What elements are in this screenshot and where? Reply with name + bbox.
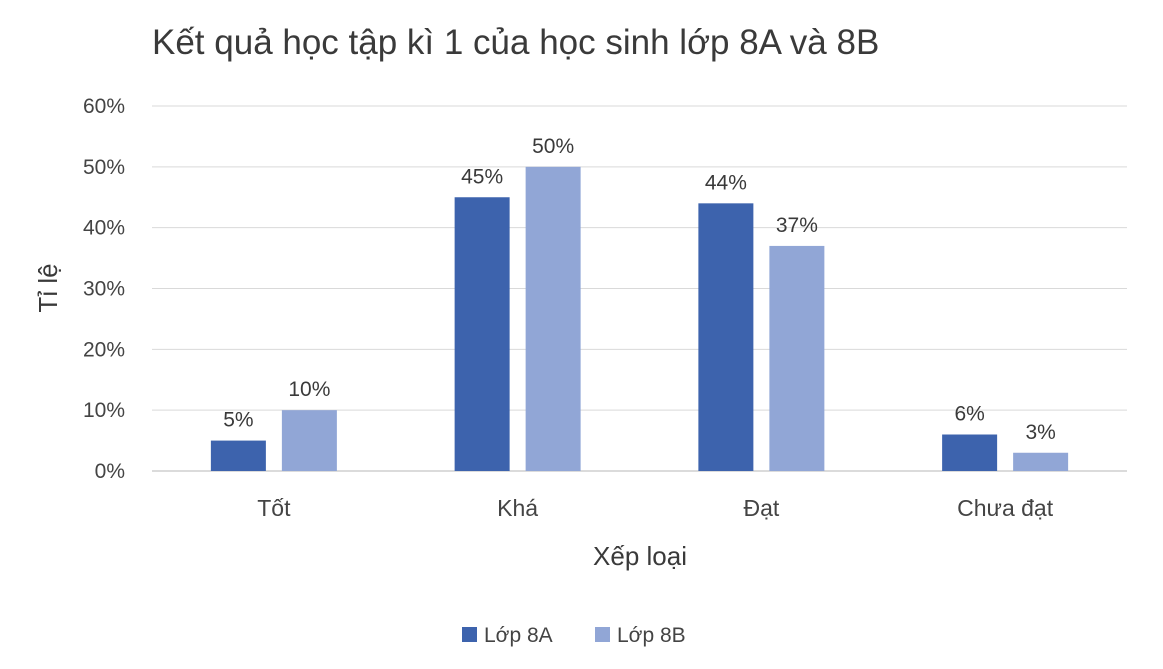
y-axis-title: Tỉ lệ [33,263,63,312]
data-label: 44% [705,171,747,194]
data-label: 5% [223,409,253,432]
legend: Lớp 8A Lớp 8B [462,624,686,647]
bar-lop-8b [769,245,825,471]
bar-lop-8a [942,434,998,471]
legend-label: Lớp 8B [617,624,686,647]
bar-lop-8b [281,410,337,471]
legend-swatch [462,627,477,642]
data-label: 50% [532,135,574,158]
y-axis-ticks: 0% 10% 20% 30% 40% 50% 60% [83,95,125,483]
y-tick-label: 20% [83,338,125,361]
y-tick-label: 40% [83,217,125,240]
legend-label: Lớp 8A [484,624,553,647]
legend-swatch [595,627,610,642]
bar-lop-8a [454,197,510,471]
bar-lop-8b [1013,452,1069,471]
y-tick-label: 60% [83,95,125,118]
x-tick-label: Đạt [743,495,779,521]
x-axis-title: Xếp loại [593,541,687,571]
x-tick-label: Chưa đạt [957,495,1054,521]
data-label: 6% [954,403,984,426]
data-label: 3% [1025,421,1055,444]
data-labels: 5% 10% 45% 50% 44% 37% 6% 3% [223,135,1056,444]
data-label: 45% [461,165,503,188]
bars [210,166,1069,472]
bar-lop-8a [210,440,266,471]
x-tick-label: Khá [497,495,538,521]
x-axis-ticks: Tốt Khá Đạt Chưa đạt [257,495,1053,521]
data-label: 37% [776,214,818,237]
y-tick-label: 0% [95,460,125,483]
chart-title: Kết quả học tập kì 1 của học sinh lớp 8A… [152,23,879,62]
bar-lop-8a [698,203,754,472]
x-tick-label: Tốt [257,495,291,521]
bar-lop-8b [525,166,581,472]
y-tick-label: 50% [83,156,125,179]
data-label: 10% [288,378,330,401]
y-tick-label: 30% [83,278,125,301]
y-tick-label: 10% [83,399,125,422]
